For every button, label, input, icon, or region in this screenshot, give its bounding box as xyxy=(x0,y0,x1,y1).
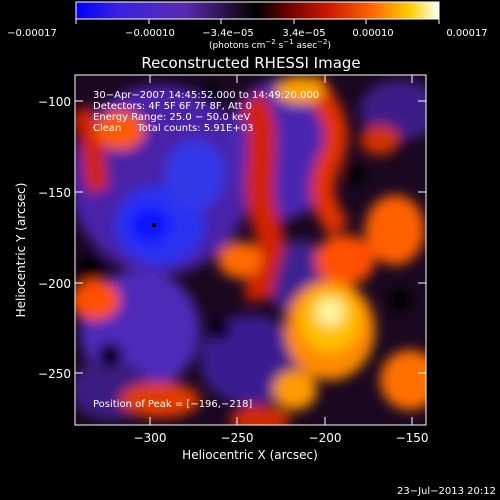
colorbar-tick-label: −3.4e−05 xyxy=(202,28,254,39)
y-axis-ticks xyxy=(75,100,426,374)
x-tick-label: −250 xyxy=(221,431,254,445)
x-tick-label: −200 xyxy=(309,431,342,445)
colorbar-tick-label: −0.00010 xyxy=(125,28,175,39)
y-axis-label: Heliocentric Y (arcsec) xyxy=(14,183,28,318)
peak-marker xyxy=(152,223,156,227)
colorbar-units: (photons cm−2 s−1 asec−2) xyxy=(209,38,331,51)
y-tick-label: −200 xyxy=(38,277,71,291)
colorbar xyxy=(76,2,439,19)
info-detectors: Detectors: 4F 5F 6F 7F 8F, Att 0 xyxy=(93,101,252,112)
info-peak-position: Position of Peak = [−196,−218] xyxy=(93,399,252,410)
colorbar-tick-label: 0.00017 xyxy=(446,28,487,39)
x-axis-ticks xyxy=(149,75,413,425)
x-axis-label: Heliocentric X (arcsec) xyxy=(182,448,318,462)
info-clean: Clean Total counts: 5.91E+03 xyxy=(93,123,253,134)
colorbar-tick-label: 0.00010 xyxy=(352,28,393,39)
colorbar-tick-label: −0.00017 xyxy=(7,28,57,39)
plot-frame xyxy=(74,74,427,426)
plot-title: Reconstructed RHESSI Image xyxy=(141,54,360,72)
y-tick-label: −250 xyxy=(38,367,71,381)
colorbar-tick-label: 3.4e−05 xyxy=(282,28,325,39)
colorbar-ticks xyxy=(75,19,440,24)
y-tick-label: −150 xyxy=(38,186,71,200)
x-tick-label: −150 xyxy=(396,431,429,445)
rhessi-image xyxy=(75,75,426,425)
info-time-range: 30−Apr−2007 14:45:52.000 to 14:49:20.000 xyxy=(93,90,319,101)
info-energy: Energy Range: 25.0 − 50.0 keV xyxy=(93,112,250,123)
x-tick-label: −300 xyxy=(134,431,167,445)
footer-timestamp: 23−Jul−2013 20:12 xyxy=(397,486,496,497)
y-tick-label: −100 xyxy=(38,95,71,109)
